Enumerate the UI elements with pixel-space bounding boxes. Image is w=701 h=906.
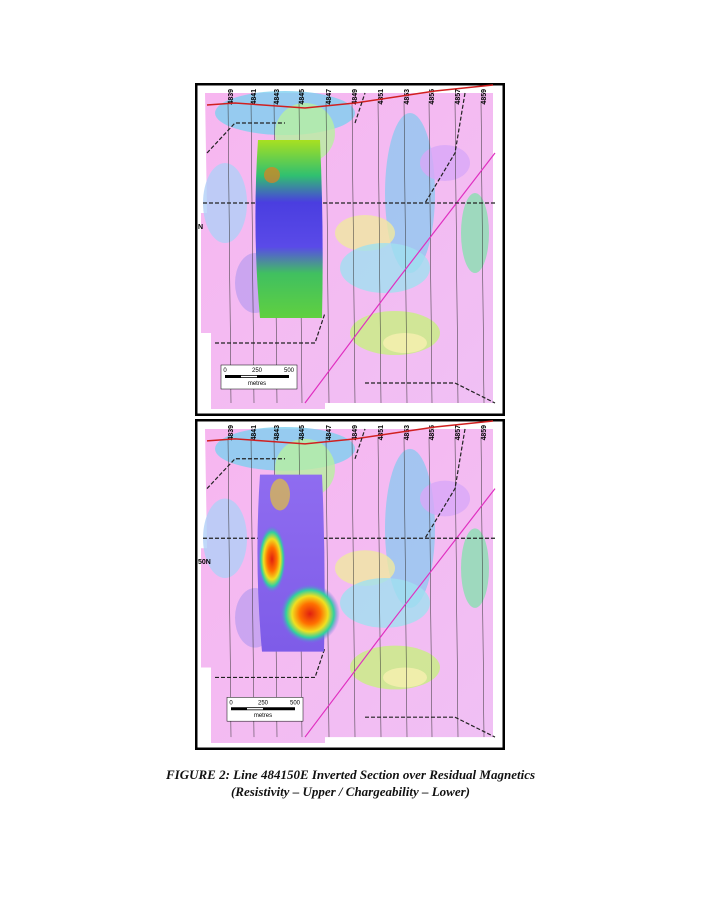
fault bbox=[304, 488, 496, 738]
road bbox=[206, 84, 494, 109]
resistivity-spot bbox=[264, 167, 280, 183]
chargeability-mid bbox=[270, 478, 290, 511]
grid-line bbox=[351, 436, 356, 738]
grid-label: 4855 bbox=[429, 425, 436, 441]
magnetic-anomaly bbox=[335, 550, 395, 586]
magnetic-anomaly bbox=[385, 448, 435, 608]
caption-line: FIGURE 2: Line 484150E Inverted Section … bbox=[165, 767, 536, 782]
grid-line bbox=[403, 436, 408, 738]
scale-unit: metres bbox=[254, 713, 272, 719]
grid-label: 4859 bbox=[481, 89, 488, 105]
grid-line bbox=[428, 436, 433, 738]
grid-line bbox=[227, 436, 232, 738]
grid-line bbox=[250, 436, 255, 738]
grid-line bbox=[325, 100, 330, 404]
magnetic-anomaly bbox=[461, 528, 489, 608]
magnetic-anomaly bbox=[385, 113, 435, 273]
grid-label: 4843 bbox=[274, 89, 281, 105]
grid-label: 4859 bbox=[481, 425, 488, 441]
magnetic-anomaly bbox=[340, 243, 430, 293]
inverted-section bbox=[255, 140, 323, 318]
edge-label: N bbox=[198, 224, 203, 231]
grid-label: 4847 bbox=[326, 425, 333, 441]
scale-unit: metres bbox=[248, 381, 266, 387]
grid-label: 4845 bbox=[299, 425, 306, 441]
grid-label: 4847 bbox=[326, 89, 333, 105]
magnetic-anomaly bbox=[420, 145, 470, 181]
lower-map: 4839 4841 4843 4845 4847 4849 4851 4853 4855 4857… bbox=[195, 419, 505, 750]
magnetic-anomaly bbox=[383, 333, 427, 353]
map-area bbox=[201, 93, 493, 409]
grid-label: 4841 bbox=[251, 425, 258, 441]
grid-label: 4843 bbox=[274, 425, 281, 441]
grid-line bbox=[227, 100, 232, 404]
chargeability-high bbox=[280, 584, 340, 644]
grid-label: 4853 bbox=[404, 89, 411, 105]
magnetic-anomaly bbox=[383, 667, 427, 688]
grid-label: 4849 bbox=[352, 89, 359, 105]
scale-tick: 500 bbox=[290, 700, 301, 706]
grid-line bbox=[403, 100, 408, 404]
magnetic-anomaly bbox=[335, 215, 395, 251]
grid-line bbox=[428, 100, 433, 404]
grid-line bbox=[454, 100, 459, 404]
grid-label: 4857 bbox=[455, 425, 462, 441]
grid-line bbox=[480, 100, 485, 404]
magnetic-anomaly bbox=[461, 193, 489, 273]
scale-bar bbox=[241, 375, 257, 378]
road bbox=[206, 420, 494, 445]
caption-line: (Resistivity – Upper / Chargeability – L… bbox=[230, 784, 471, 799]
grid-label: 4851 bbox=[378, 89, 385, 105]
grid-label: 4853 bbox=[404, 425, 411, 441]
scale-tick: 500 bbox=[284, 368, 295, 374]
grid-label: 4845 bbox=[299, 89, 306, 105]
grid-line bbox=[250, 100, 255, 404]
grid-label: 4839 bbox=[228, 89, 235, 105]
grid-label: 4857 bbox=[455, 89, 462, 105]
chargeability-high bbox=[258, 525, 286, 593]
magnetic-anomaly bbox=[420, 480, 470, 517]
scale-tick: 0 bbox=[229, 700, 233, 706]
scale-tick: 250 bbox=[258, 700, 269, 706]
edge-label: 50N bbox=[198, 559, 211, 566]
trail bbox=[203, 92, 496, 404]
grid-line bbox=[377, 436, 382, 738]
scale-tick: 250 bbox=[252, 368, 263, 374]
grid-line bbox=[377, 100, 382, 404]
upper-map: 4839 4841 4843 4845 4847 4849 4851 4853 4855 4857… bbox=[195, 83, 505, 416]
grid-line bbox=[480, 436, 485, 738]
grid-label: 4851 bbox=[378, 425, 385, 441]
grid-line bbox=[351, 100, 356, 404]
scale-bar bbox=[247, 708, 263, 710]
grid-line bbox=[325, 436, 330, 738]
map-area bbox=[201, 428, 493, 744]
grid-line bbox=[454, 436, 459, 738]
scale-tick: 0 bbox=[223, 368, 227, 374]
grid-label: 4855 bbox=[429, 89, 436, 105]
magnetic-anomaly bbox=[340, 578, 430, 628]
grid-label: 4839 bbox=[228, 425, 235, 441]
fault bbox=[304, 152, 496, 404]
trail bbox=[203, 428, 496, 738]
grid-label: 4841 bbox=[251, 89, 258, 105]
grid-label: 4849 bbox=[352, 425, 359, 441]
